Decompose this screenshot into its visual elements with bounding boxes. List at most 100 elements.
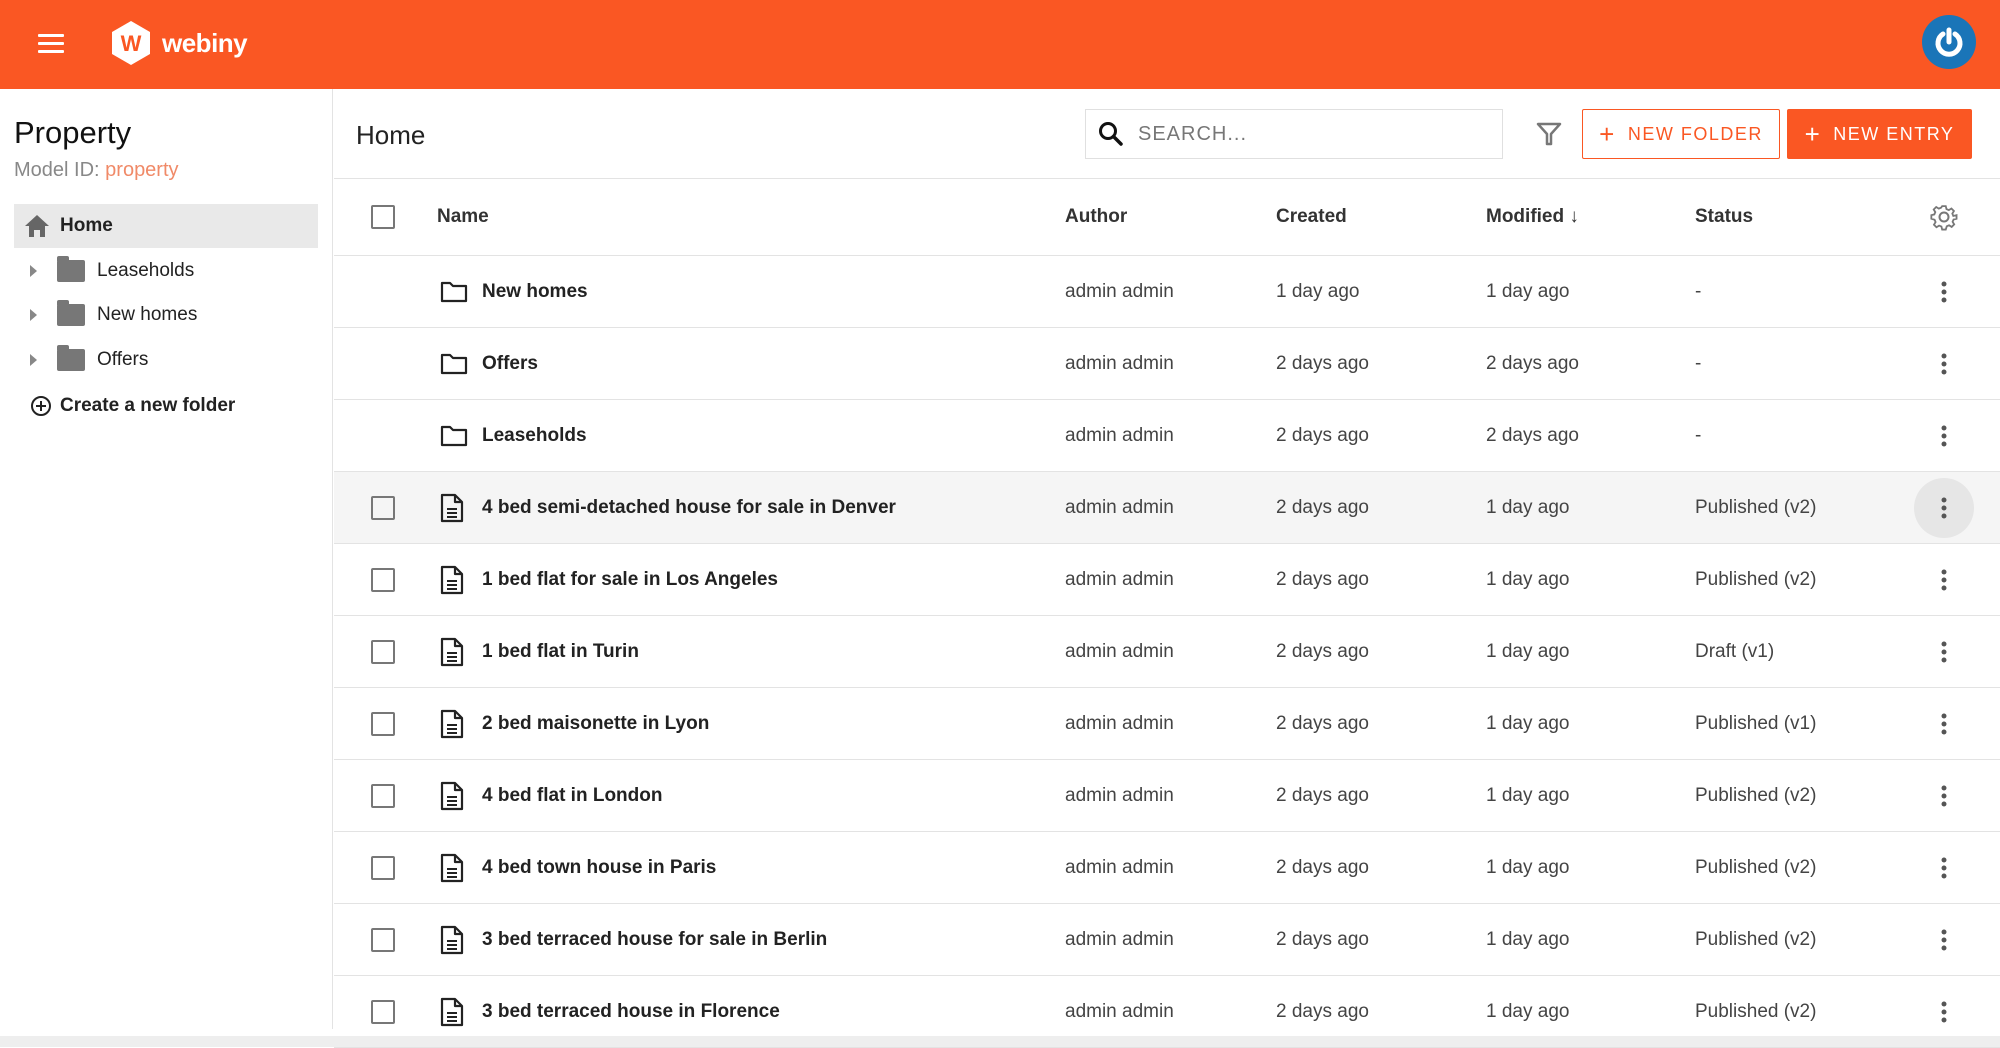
table-row[interactable]: 4 bed flat in London admin admin 2 days ag… bbox=[334, 760, 2000, 832]
select-all-checkbox[interactable] bbox=[371, 205, 395, 229]
table-row[interactable]: 3 bed terraced house for sale in Berlin a… bbox=[334, 904, 2000, 976]
row-created: 2 days ago bbox=[1276, 1000, 1369, 1022]
document-icon bbox=[440, 565, 464, 595]
row-created: 2 days ago bbox=[1276, 712, 1369, 734]
more-options-icon[interactable] bbox=[1914, 982, 1974, 1042]
row-checkbox[interactable] bbox=[371, 855, 395, 880]
row-modified: 1 day ago bbox=[1486, 928, 1570, 950]
user-avatar[interactable] bbox=[1922, 15, 1976, 69]
table-row[interactable]: 2 bed maisonette in Lyon admin admin 2 day… bbox=[334, 688, 2000, 760]
document-icon bbox=[440, 781, 464, 811]
table-row[interactable]: 1 bed flat in Turin admin admin 2 days ago… bbox=[334, 616, 2000, 688]
new-folder-button[interactable]: + NEW FOLDER bbox=[1582, 109, 1780, 159]
sidebar-folder-new-homes[interactable]: New homes bbox=[30, 297, 197, 333]
more-options-icon[interactable] bbox=[1914, 334, 1974, 394]
row-checkbox[interactable] bbox=[371, 999, 395, 1024]
document-icon bbox=[440, 709, 464, 739]
table-row[interactable]: Offers admin admin 2 days ago 2 days ago - bbox=[334, 328, 2000, 400]
row-author: admin admin bbox=[1065, 424, 1174, 446]
more-options-icon[interactable] bbox=[1914, 262, 1974, 322]
row-checkbox[interactable] bbox=[371, 783, 395, 808]
row-modified: 2 days ago bbox=[1486, 424, 1579, 446]
more-options-icon[interactable] bbox=[1914, 406, 1974, 466]
row-author: admin admin bbox=[1065, 352, 1174, 374]
row-name[interactable]: New homes bbox=[482, 280, 588, 302]
document-icon bbox=[440, 997, 464, 1027]
row-name[interactable]: 2 bed maisonette in Lyon bbox=[482, 712, 710, 734]
webiny-logo[interactable]: W webiny bbox=[110, 20, 248, 66]
row-created: 2 days ago bbox=[1276, 496, 1369, 518]
row-name[interactable]: 3 bed terraced house for sale in Berlin bbox=[482, 928, 828, 950]
document-icon bbox=[440, 637, 464, 667]
row-name[interactable]: 1 bed flat for sale in Los Angeles bbox=[482, 568, 778, 590]
column-author[interactable]: Author bbox=[1065, 206, 1128, 227]
expand-caret-icon[interactable] bbox=[30, 309, 37, 321]
table-row[interactable]: New homes admin admin 1 day ago 1 day ago - bbox=[334, 256, 2000, 328]
row-name[interactable]: Leaseholds bbox=[482, 424, 587, 446]
row-name[interactable]: 4 bed town house in Paris bbox=[482, 856, 717, 878]
row-status: Draft (v1) bbox=[1695, 640, 1775, 662]
sidebar-item-home[interactable]: Home bbox=[14, 204, 318, 248]
column-name[interactable]: Name bbox=[437, 206, 489, 227]
window-bottom-edge bbox=[0, 1036, 2000, 1047]
table-row[interactable]: 3 bed terraced house in Florence admin ad… bbox=[334, 976, 2000, 1048]
folder-outline-icon bbox=[440, 352, 468, 376]
row-name[interactable]: 4 bed flat in London bbox=[482, 784, 663, 806]
row-created: 2 days ago bbox=[1276, 640, 1369, 662]
row-name[interactable]: 1 bed flat in Turin bbox=[482, 640, 639, 662]
table-row[interactable]: Leaseholds admin admin 2 days ago 2 days ag… bbox=[334, 400, 2000, 472]
row-modified: 1 day ago bbox=[1486, 496, 1570, 518]
row-checkbox[interactable] bbox=[371, 567, 395, 592]
home-icon bbox=[25, 215, 49, 237]
row-checkbox[interactable] bbox=[371, 927, 395, 952]
expand-caret-icon[interactable] bbox=[30, 354, 37, 366]
row-author: admin admin bbox=[1065, 640, 1174, 662]
table-row[interactable]: 4 bed semi-detached house for sale in De… bbox=[334, 472, 2000, 544]
row-name[interactable]: 3 bed terraced house in Florence bbox=[482, 1000, 780, 1022]
more-options-icon[interactable] bbox=[1914, 910, 1974, 970]
column-created[interactable]: Created bbox=[1276, 206, 1347, 227]
more-options-icon[interactable] bbox=[1914, 550, 1974, 610]
more-options-icon[interactable] bbox=[1914, 838, 1974, 898]
row-author: admin admin bbox=[1065, 784, 1174, 806]
row-created: 2 days ago bbox=[1276, 568, 1369, 590]
row-checkbox[interactable] bbox=[371, 639, 395, 664]
new-entry-button[interactable]: + NEW ENTRY bbox=[1787, 109, 1972, 159]
sort-down-arrow-icon: ↓ bbox=[1569, 206, 1579, 227]
row-checkbox[interactable] bbox=[371, 711, 395, 736]
model-title: Property bbox=[14, 115, 132, 150]
folder-outline-icon bbox=[440, 424, 468, 448]
page-title: Home bbox=[356, 120, 426, 150]
more-options-icon[interactable] bbox=[1914, 766, 1974, 826]
sidebar-folder-offers[interactable]: Offers bbox=[30, 342, 148, 378]
more-options-icon[interactable] bbox=[1914, 694, 1974, 754]
filter-icon[interactable] bbox=[1536, 121, 1562, 147]
row-modified: 2 days ago bbox=[1486, 352, 1579, 374]
more-options-icon[interactable] bbox=[1914, 622, 1974, 682]
divider bbox=[334, 178, 2000, 179]
row-checkbox[interactable] bbox=[371, 495, 395, 520]
document-icon bbox=[440, 493, 464, 523]
row-name[interactable]: 4 bed semi-detached house for sale in De… bbox=[482, 496, 896, 518]
row-status: Published (v2) bbox=[1695, 928, 1817, 950]
row-name[interactable]: Offers bbox=[482, 352, 538, 374]
column-modified[interactable]: Modified ↓ bbox=[1486, 206, 1579, 227]
expand-caret-icon[interactable] bbox=[30, 265, 37, 277]
search-input[interactable] bbox=[1138, 122, 1478, 146]
search-box[interactable] bbox=[1085, 109, 1503, 159]
create-folder-button[interactable]: Create a new folder bbox=[30, 395, 235, 417]
gear-icon[interactable] bbox=[1930, 203, 1958, 231]
row-status: Published (v1) bbox=[1695, 712, 1817, 734]
more-options-icon[interactable] bbox=[1914, 477, 1974, 538]
row-modified: 1 day ago bbox=[1486, 856, 1570, 878]
column-status[interactable]: Status bbox=[1695, 206, 1754, 227]
row-modified: 1 day ago bbox=[1486, 712, 1570, 734]
table-row[interactable]: 1 bed flat for sale in Los Angeles admin … bbox=[334, 544, 2000, 616]
table-row[interactable]: 4 bed town house in Paris admin admin 2 da… bbox=[334, 832, 2000, 904]
sidebar-folder-leaseholds[interactable]: Leaseholds bbox=[30, 253, 194, 289]
row-created: 2 days ago bbox=[1276, 424, 1369, 446]
webiny-hexagon-icon: W bbox=[112, 21, 150, 65]
row-author: admin admin bbox=[1065, 856, 1174, 878]
menu-icon[interactable] bbox=[38, 34, 64, 54]
plus-icon: + bbox=[1599, 118, 1616, 149]
